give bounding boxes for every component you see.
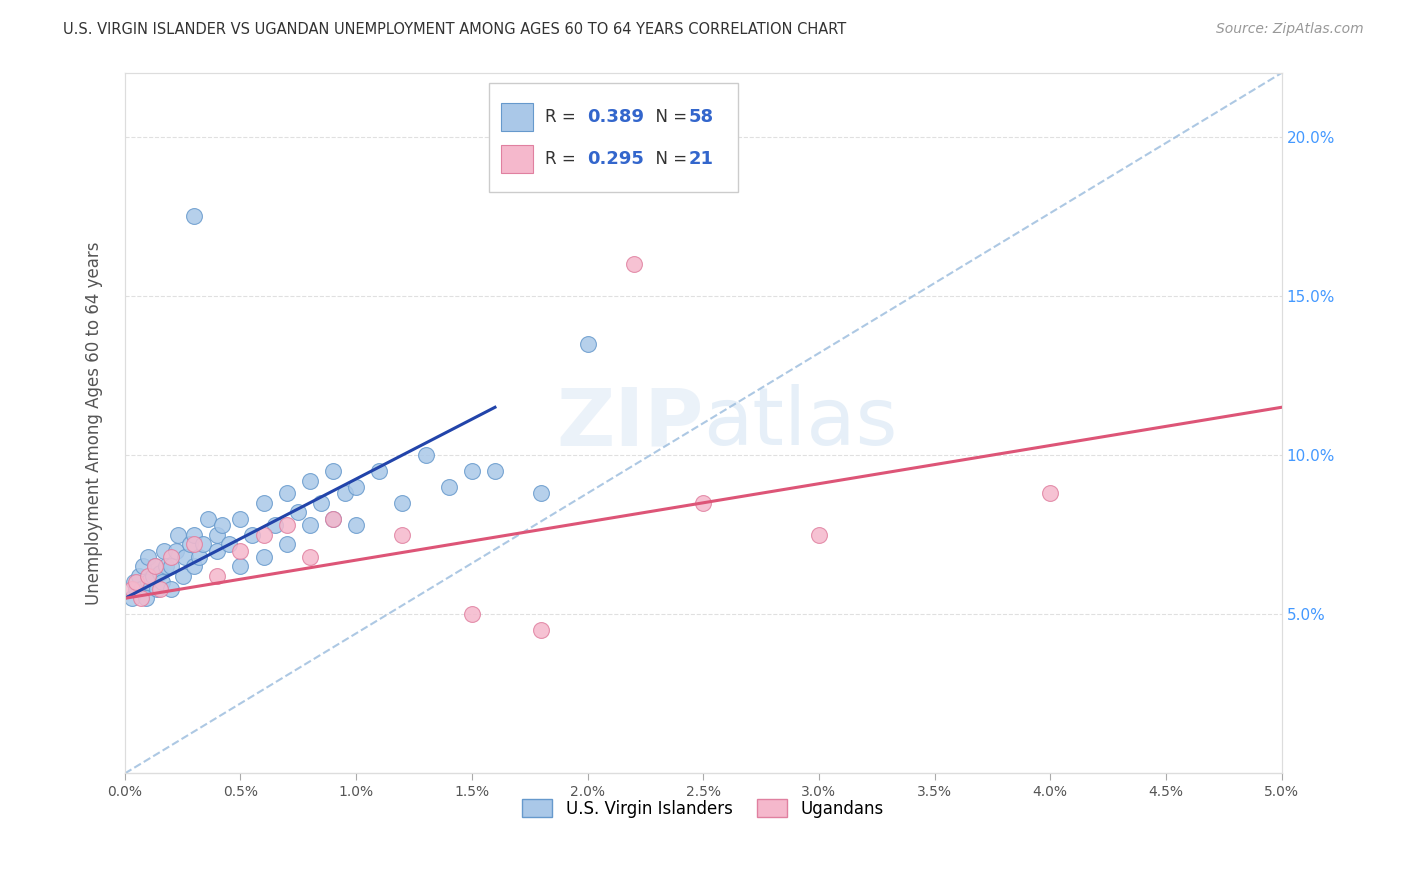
Point: [207, 527, 229, 541]
Point: [229, 543, 252, 558]
FancyBboxPatch shape: [489, 84, 738, 192]
Text: 58: 58: [688, 108, 713, 126]
Point: [135, 591, 157, 606]
Point: [576, 336, 599, 351]
Point: [183, 559, 205, 574]
Point: [344, 480, 367, 494]
Point: [391, 527, 413, 541]
Point: [807, 527, 830, 541]
Point: [160, 549, 183, 564]
Point: [167, 527, 190, 541]
Text: 21: 21: [688, 150, 713, 168]
Point: [148, 582, 170, 596]
Text: 0.389: 0.389: [588, 108, 644, 126]
Point: [623, 257, 645, 271]
Point: [143, 559, 166, 574]
Point: [143, 559, 166, 574]
Point: [150, 575, 173, 590]
Text: R =: R =: [544, 150, 581, 168]
Text: atlas: atlas: [703, 384, 897, 462]
Point: [391, 496, 413, 510]
Point: [160, 582, 183, 596]
Point: [253, 496, 276, 510]
Point: [142, 569, 165, 583]
Point: [211, 518, 233, 533]
Point: [311, 496, 333, 510]
Point: [368, 464, 391, 478]
Point: [183, 209, 205, 223]
Point: [287, 505, 309, 519]
Point: [298, 474, 321, 488]
Point: [276, 486, 298, 500]
Point: [136, 575, 159, 590]
Point: [207, 569, 229, 583]
Point: [160, 559, 183, 574]
Point: [129, 582, 152, 596]
Point: [253, 549, 276, 564]
Point: [128, 569, 150, 583]
Bar: [501, 145, 533, 173]
Point: [322, 464, 344, 478]
Point: [172, 569, 194, 583]
Point: [153, 543, 176, 558]
Point: [333, 486, 356, 500]
Point: [229, 512, 252, 526]
Text: R =: R =: [544, 108, 581, 126]
Text: N =: N =: [645, 150, 693, 168]
Point: [692, 496, 714, 510]
Point: [344, 518, 367, 533]
Point: [298, 549, 321, 564]
Point: [322, 512, 344, 526]
Point: [179, 537, 201, 551]
Point: [174, 549, 197, 564]
Text: N =: N =: [645, 108, 693, 126]
Point: [264, 518, 287, 533]
Point: [437, 480, 460, 494]
Point: [183, 537, 205, 551]
Point: [121, 591, 143, 606]
Point: [187, 549, 209, 564]
Text: ZIP: ZIP: [555, 384, 703, 462]
Y-axis label: Unemployment Among Ages 60 to 64 years: Unemployment Among Ages 60 to 64 years: [86, 242, 103, 605]
Point: [136, 549, 159, 564]
Point: [207, 543, 229, 558]
Point: [197, 512, 219, 526]
Point: [121, 582, 143, 596]
Point: [146, 582, 169, 596]
Point: [276, 518, 298, 533]
Point: [148, 566, 170, 580]
Text: 0.295: 0.295: [588, 150, 644, 168]
Point: [530, 623, 553, 637]
Point: [461, 607, 484, 622]
Point: [136, 569, 159, 583]
Point: [132, 559, 155, 574]
Point: [276, 537, 298, 551]
Point: [1039, 486, 1062, 500]
Point: [229, 559, 252, 574]
Point: [165, 543, 187, 558]
Point: [415, 448, 437, 462]
Point: [218, 537, 240, 551]
Point: [530, 486, 553, 500]
Text: U.S. VIRGIN ISLANDER VS UGANDAN UNEMPLOYMENT AMONG AGES 60 TO 64 YEARS CORRELATI: U.S. VIRGIN ISLANDER VS UGANDAN UNEMPLOY…: [63, 22, 846, 37]
Point: [484, 464, 506, 478]
Point: [183, 527, 205, 541]
Point: [193, 537, 215, 551]
Point: [298, 518, 321, 533]
Point: [122, 575, 145, 590]
Point: [125, 582, 148, 596]
Point: [253, 527, 276, 541]
Point: [322, 512, 344, 526]
Point: [240, 527, 263, 541]
Point: [125, 575, 148, 590]
Point: [461, 464, 484, 478]
Legend: U.S. Virgin Islanders, Ugandans: U.S. Virgin Islanders, Ugandans: [516, 793, 891, 824]
Point: [155, 559, 177, 574]
Bar: [501, 103, 533, 131]
Point: [129, 591, 152, 606]
Text: Source: ZipAtlas.com: Source: ZipAtlas.com: [1216, 22, 1364, 37]
